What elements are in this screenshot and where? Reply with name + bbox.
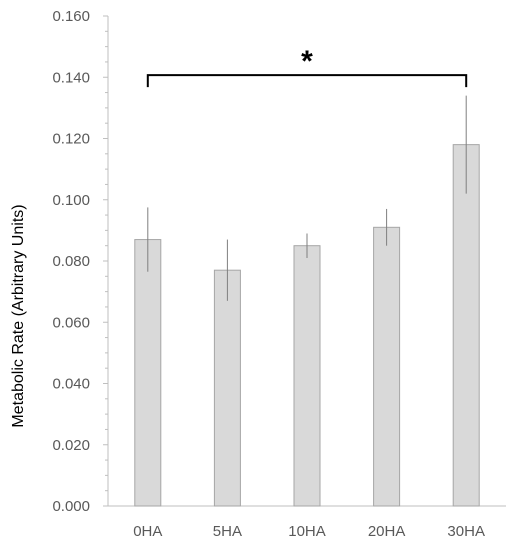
- y-tick-label: 0.080: [52, 253, 90, 270]
- significance-bracket-line: [146, 74, 468, 88]
- bar-30HA: [452, 144, 480, 507]
- y-tick-label: 0.120: [52, 131, 90, 148]
- y-axis-title: Metabolic Rate (Arbitrary Units): [10, 204, 27, 427]
- significance-bracket: *: [146, 45, 468, 88]
- error-bars-group: [147, 95, 467, 301]
- category-labels: 0HA 5HA 10HA 20HA 30HA: [133, 523, 485, 540]
- x-tick-label: 10HA: [288, 523, 326, 540]
- y-tick-label: 0.040: [52, 376, 90, 393]
- y-axis-ticks: 0.000 0.020 0.040 0.060 0.080 0.100 0.120 0.140…: [52, 8, 108, 515]
- y-tick-label: 0.100: [52, 192, 90, 209]
- y-tick-label: 0.160: [52, 8, 90, 25]
- x-tick-label: 30HA: [447, 523, 485, 540]
- significance-label: *: [301, 45, 313, 78]
- y-tick-label: 0.140: [52, 69, 90, 86]
- y-tick-label: 0.000: [52, 498, 90, 515]
- y-tick-label: 0.020: [52, 437, 90, 454]
- x-tick-label: 0HA: [133, 523, 162, 540]
- bars-group: [134, 144, 480, 507]
- bar-0HA: [134, 239, 162, 507]
- x-tick-label: 20HA: [368, 523, 406, 540]
- bar-20HA: [373, 226, 401, 507]
- bar-10HA: [293, 245, 321, 507]
- y-tick-label: 0.060: [52, 314, 90, 331]
- x-tick-label: 5HA: [213, 523, 242, 540]
- bar-5HA: [213, 269, 241, 507]
